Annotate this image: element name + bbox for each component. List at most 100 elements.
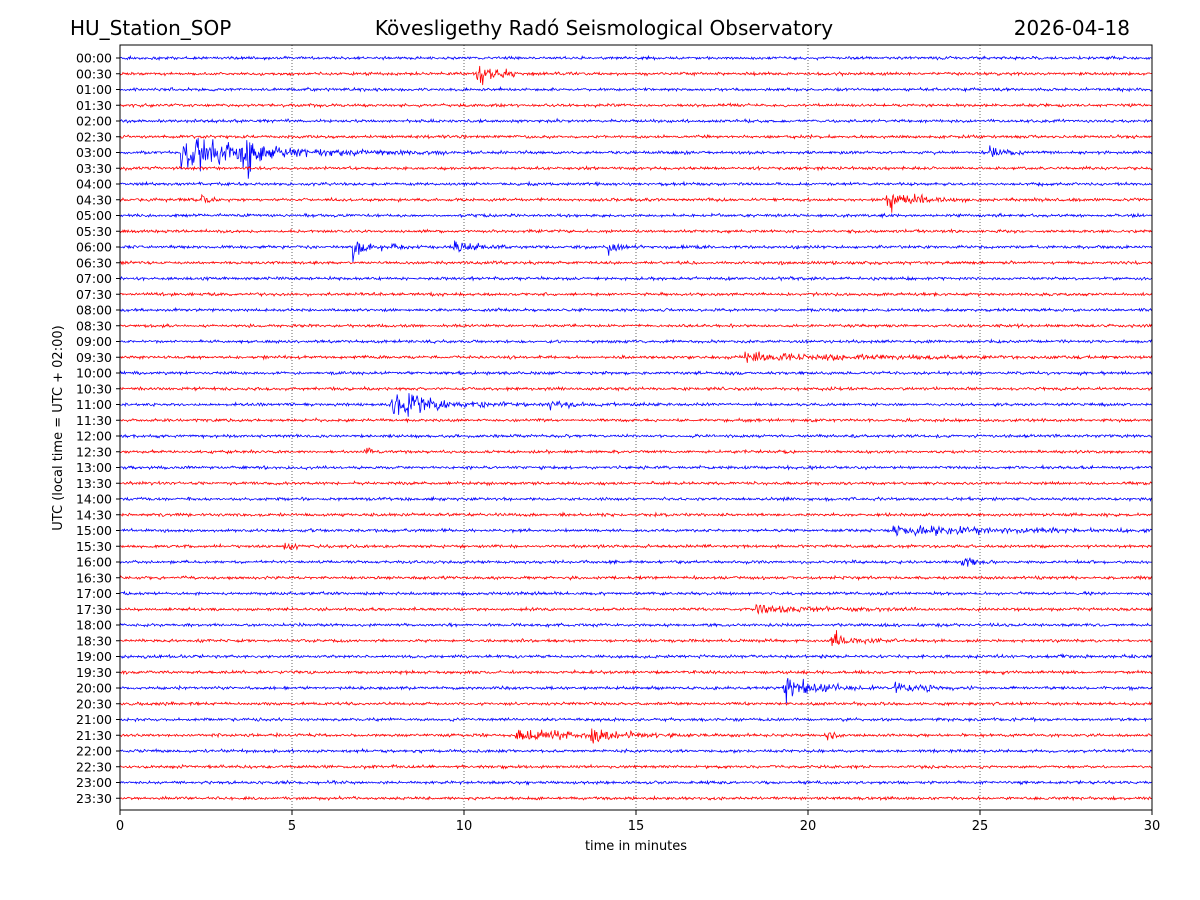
y-tick-label: 09:30 [76,350,112,365]
trace-11-30 [119,417,1153,424]
y-tick-label: 12:30 [76,444,112,459]
trace-11-00 [119,393,1153,417]
y-tick-label: 07:30 [76,287,112,302]
y-tick-label: 16:00 [76,555,112,570]
trace-23-00 [119,779,1153,786]
trace-10-00 [119,369,1153,377]
y-tick-label: 12:00 [76,429,112,444]
y-tick-label: 19:30 [76,665,112,680]
y-tick-label: 00:00 [76,51,112,66]
trace-17-30 [119,603,1153,615]
trace-20-00 [119,677,1153,704]
x-tick-label: 15 [628,819,645,834]
y-tick-label: 02:00 [76,114,112,129]
trace-02-00 [119,117,1153,124]
y-tick-label: 03:30 [76,161,112,176]
trace-05-00 [119,212,1153,219]
trace-01-00 [119,85,1153,93]
grid-lines [291,45,981,810]
y-tick-label: 23:30 [76,791,112,806]
y-tick-label: 14:00 [76,492,112,507]
y-tick-label: 10:00 [76,366,112,381]
y-tick-label: 03:00 [76,145,112,160]
trace-04-00 [119,180,1153,188]
trace-12-00 [119,433,1153,440]
trace-21-30 [119,728,1153,744]
y-tick-label: 22:00 [76,744,112,759]
y-tick-label: 21:00 [76,712,112,727]
x-tick-label: 25 [972,819,989,834]
trace-12-30 [119,447,1153,455]
y-axis-label: UTC (local time = UTC + 02:00) [51,325,66,530]
trace-20-30 [119,700,1153,707]
trace-00-00 [119,54,1153,61]
y-tick-label: 01:00 [76,82,112,97]
trace-22-30 [119,763,1153,770]
station-name: HU_Station_SOP [70,16,231,40]
x-tick-label: 0 [116,819,124,834]
trace-18-00 [119,622,1153,629]
trace-14-00 [119,495,1153,503]
y-tick-label: 13:30 [76,476,112,491]
trace-07-30 [119,291,1153,298]
trace-06-30 [119,259,1153,266]
x-tick-label: 10 [456,819,473,834]
trace-13-30 [119,480,1153,487]
y-tick-label: 02:30 [76,129,112,144]
trace-15-00 [119,525,1153,537]
trace-08-30 [119,322,1153,329]
y-tick-label: 10:30 [76,381,112,396]
chart-date: 2026-04-18 [1014,16,1130,40]
y-tick-label: 04:00 [76,177,112,192]
trace-23-30 [119,794,1153,802]
y-tick-label: 09:00 [76,334,112,349]
trace-10-30 [119,385,1153,392]
trace-15-30 [119,542,1153,551]
y-tick-label: 14:30 [76,507,112,522]
trace-03-00 [119,137,1153,179]
trace-16-30 [119,574,1153,582]
trace-09-00 [119,338,1153,345]
x-axis-label: time in minutes [585,839,687,854]
y-tick-label: 18:00 [76,618,112,633]
trace-08-00 [119,306,1153,313]
y-tick-label: 19:00 [76,649,112,664]
trace-09-30 [119,351,1153,363]
y-tick-label: 05:30 [76,224,112,239]
y-tick-label: 06:30 [76,255,112,270]
trace-05-30 [119,228,1153,235]
chart-title: Kövesligethy Radó Seismological Observat… [375,16,833,40]
trace-04-30 [119,193,1153,213]
y-tick-label: 00:30 [76,66,112,81]
trace-19-30 [119,668,1153,676]
y-tick-label: 08:00 [76,303,112,318]
trace-21-00 [119,716,1153,723]
trace-00-30 [119,65,1153,86]
y-tick-label: 15:30 [76,539,112,554]
x-tick-label: 5 [288,819,296,834]
trace-19-00 [119,652,1153,660]
y-tick-label: 17:30 [76,602,112,617]
trace-group [119,54,1153,802]
x-tick-label: 20 [800,819,817,834]
y-tick-label: 22:30 [76,759,112,774]
trace-13-00 [119,463,1153,471]
y-tick-label: 15:00 [76,523,112,538]
trace-18-30 [119,630,1153,647]
y-tick-label: 06:00 [76,240,112,255]
y-tick-label: 11:00 [76,397,112,412]
y-tick-label: 13:00 [76,460,112,475]
trace-22-00 [119,747,1153,755]
plot-frame [119,44,1153,811]
y-tick-label: 07:00 [76,271,112,286]
trace-06-00 [119,240,1153,263]
x-tick-label: 30 [1144,819,1161,834]
y-tick-label: 01:30 [76,98,112,113]
y-tick-label: 17:00 [76,586,112,601]
y-tick-label: 05:00 [76,208,112,223]
y-tick-label: 11:30 [76,413,112,428]
trace-02-30 [119,133,1153,140]
y-tick-label: 18:30 [76,633,112,648]
y-tick-label: 04:30 [76,192,112,207]
